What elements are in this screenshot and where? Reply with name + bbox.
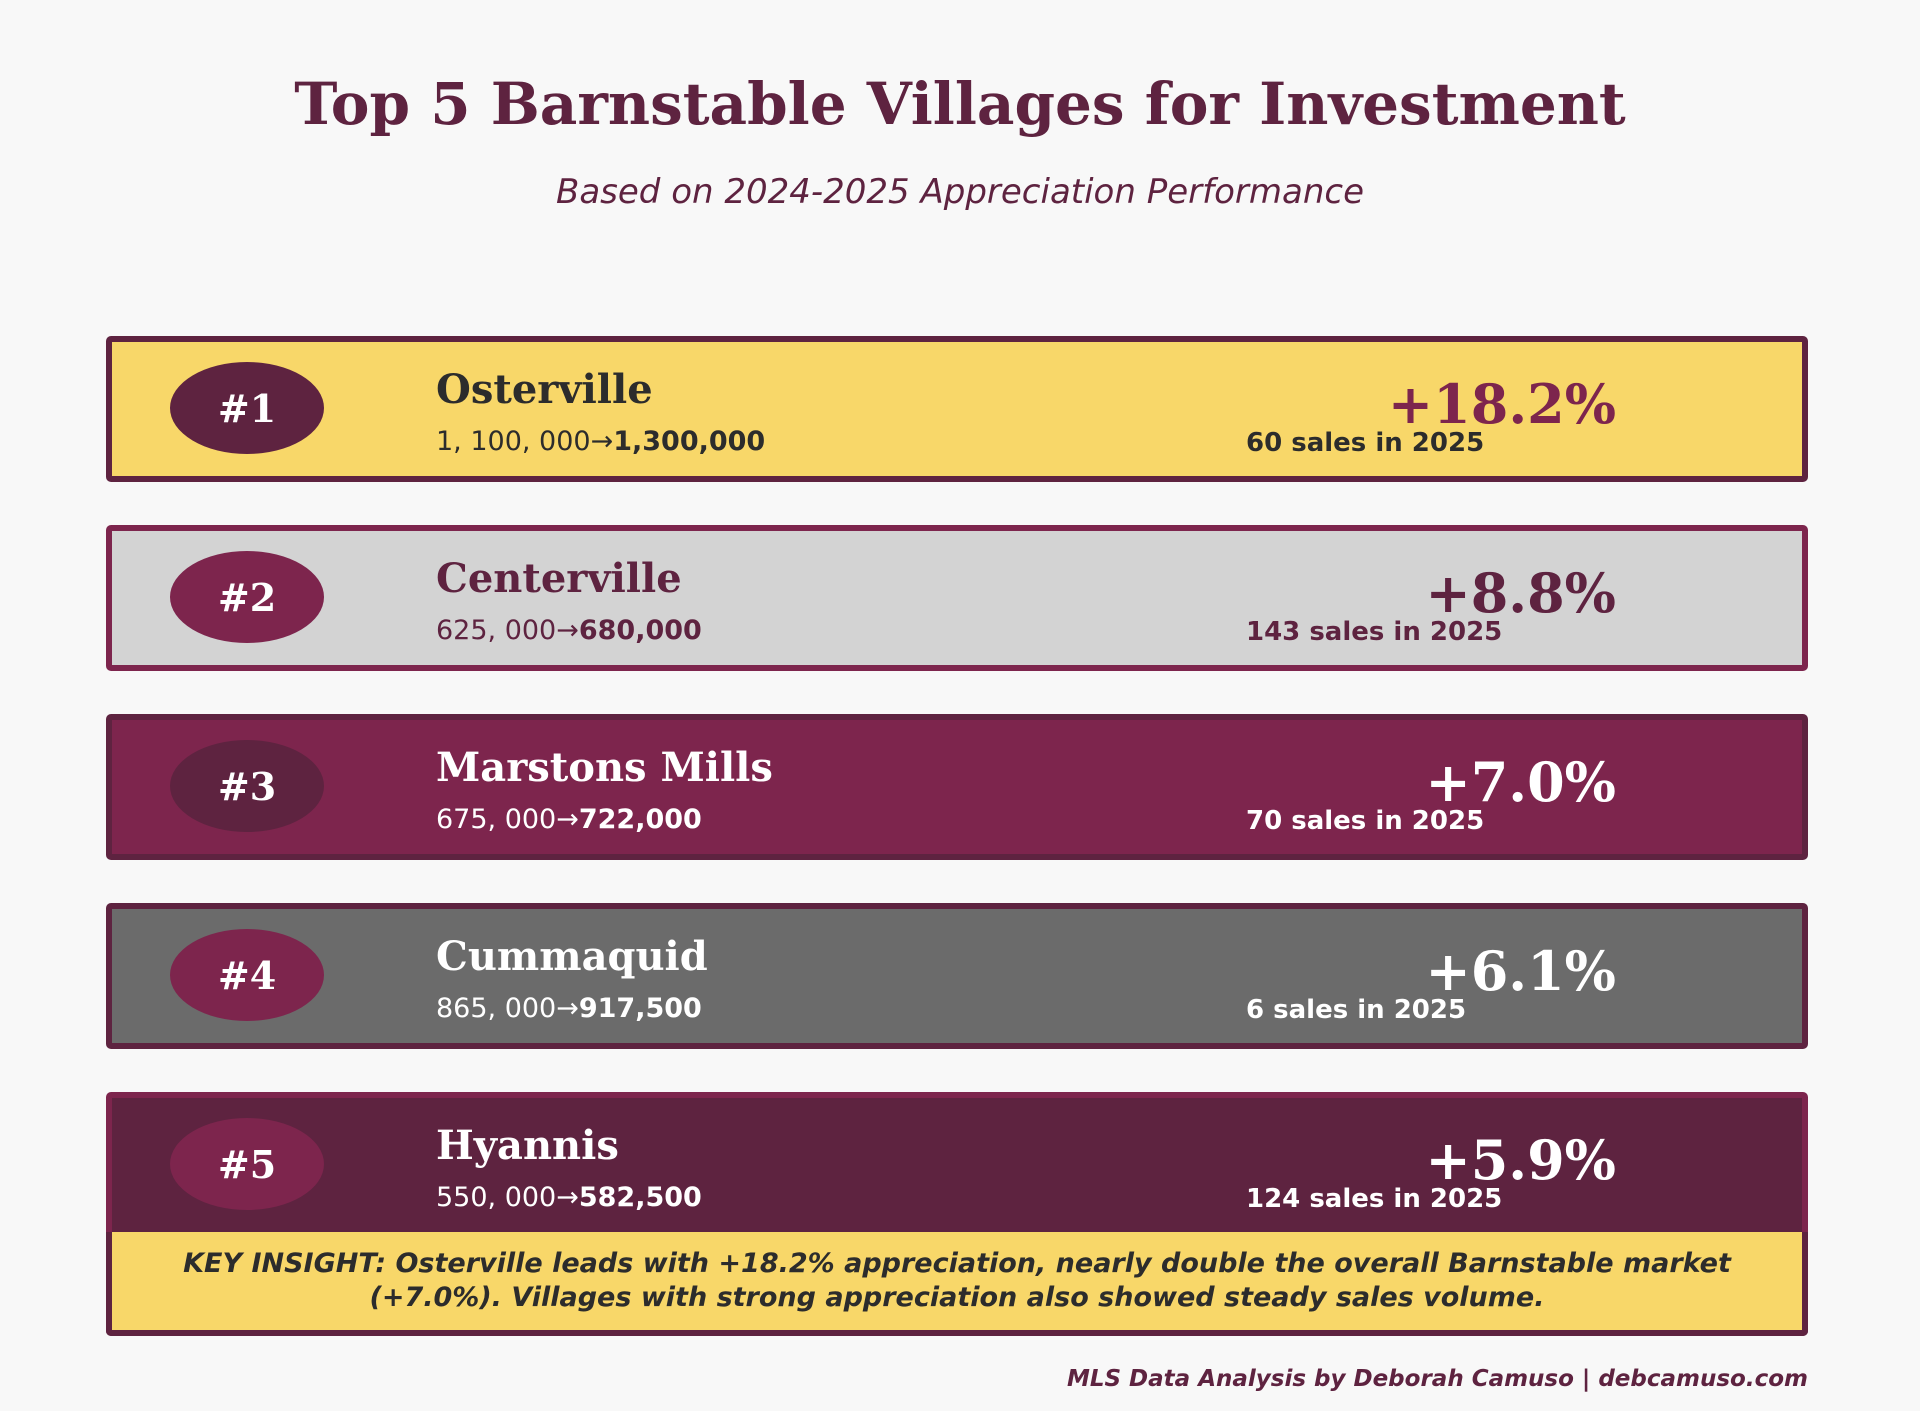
village-card: #1 Osterville 1, 100, 000→1,300,000 +18.2% 6… bbox=[106, 336, 1808, 482]
rank-badge: #5 bbox=[170, 1118, 324, 1210]
price-change: 550, 000→582,500 bbox=[436, 1182, 702, 1213]
price-to: 582,500 bbox=[578, 1182, 702, 1213]
price-change: 1, 100, 000→1,300,000 bbox=[436, 426, 765, 457]
village-card: #2 Centerville 625, 000→680,000 +8.8% 143 sa… bbox=[106, 525, 1808, 671]
footer-credit: MLS Data Analysis by Deborah Camuso | de… bbox=[1066, 1366, 1808, 1392]
price-from: 1, 100, 000→ bbox=[436, 426, 614, 457]
rank-badge: #4 bbox=[170, 929, 324, 1021]
price-from: 550, 000→ bbox=[436, 1182, 579, 1213]
appreciation-percent: +6.1% bbox=[1425, 939, 1616, 1003]
sales-count: 143 sales in 2025 bbox=[1246, 617, 1503, 647]
appreciation-percent: +7.0% bbox=[1425, 750, 1616, 814]
village-card: #4 Cummaquid 865, 000→917,500 +6.1% 6 sales … bbox=[106, 903, 1808, 1049]
village-name: Centerville bbox=[436, 555, 682, 602]
key-insight-box: KEY INSIGHT: Osterville leads with +18.2… bbox=[106, 1232, 1808, 1336]
price-from: 865, 000→ bbox=[436, 993, 579, 1024]
village-name: Cummaquid bbox=[436, 933, 708, 980]
village-name: Osterville bbox=[436, 366, 653, 413]
price-change: 675, 000→722,000 bbox=[436, 804, 702, 835]
sales-count: 124 sales in 2025 bbox=[1246, 1184, 1503, 1214]
rank-badge: #2 bbox=[170, 551, 324, 643]
village-name: Marstons Mills bbox=[436, 744, 773, 791]
village-card: #5 Hyannis 550, 000→582,500 +5.9% 124 sales … bbox=[106, 1092, 1808, 1238]
price-from: 675, 000→ bbox=[436, 804, 579, 835]
price-change: 865, 000→917,500 bbox=[436, 993, 702, 1024]
price-to: 722,000 bbox=[578, 804, 702, 835]
village-card: #3 Marstons Mills 675, 000→722,000 +7.0% 70 … bbox=[106, 714, 1808, 860]
appreciation-percent: +8.8% bbox=[1425, 561, 1616, 625]
price-to: 680,000 bbox=[578, 615, 702, 646]
rank-badge: #3 bbox=[170, 740, 324, 832]
price-change: 625, 000→680,000 bbox=[436, 615, 702, 646]
appreciation-percent: +5.9% bbox=[1425, 1128, 1616, 1192]
sales-count: 70 sales in 2025 bbox=[1246, 806, 1485, 836]
chart-title: Top 5 Barnstable Villages for Investment bbox=[294, 70, 1626, 138]
appreciation-percent: +18.2% bbox=[1387, 372, 1616, 436]
sales-count: 6 sales in 2025 bbox=[1246, 995, 1467, 1025]
price-from: 625, 000→ bbox=[436, 615, 579, 646]
village-name: Hyannis bbox=[436, 1122, 619, 1169]
rank-badge: #1 bbox=[170, 362, 324, 454]
sales-count: 60 sales in 2025 bbox=[1246, 428, 1485, 458]
price-to: 917,500 bbox=[578, 993, 702, 1024]
key-insight-text: KEY INSIGHT: Osterville leads with +18.2… bbox=[183, 1248, 1731, 1313]
chart-subtitle: Based on 2024-2025 Appreciation Performa… bbox=[556, 172, 1364, 212]
price-to: 1,300,000 bbox=[613, 426, 766, 457]
